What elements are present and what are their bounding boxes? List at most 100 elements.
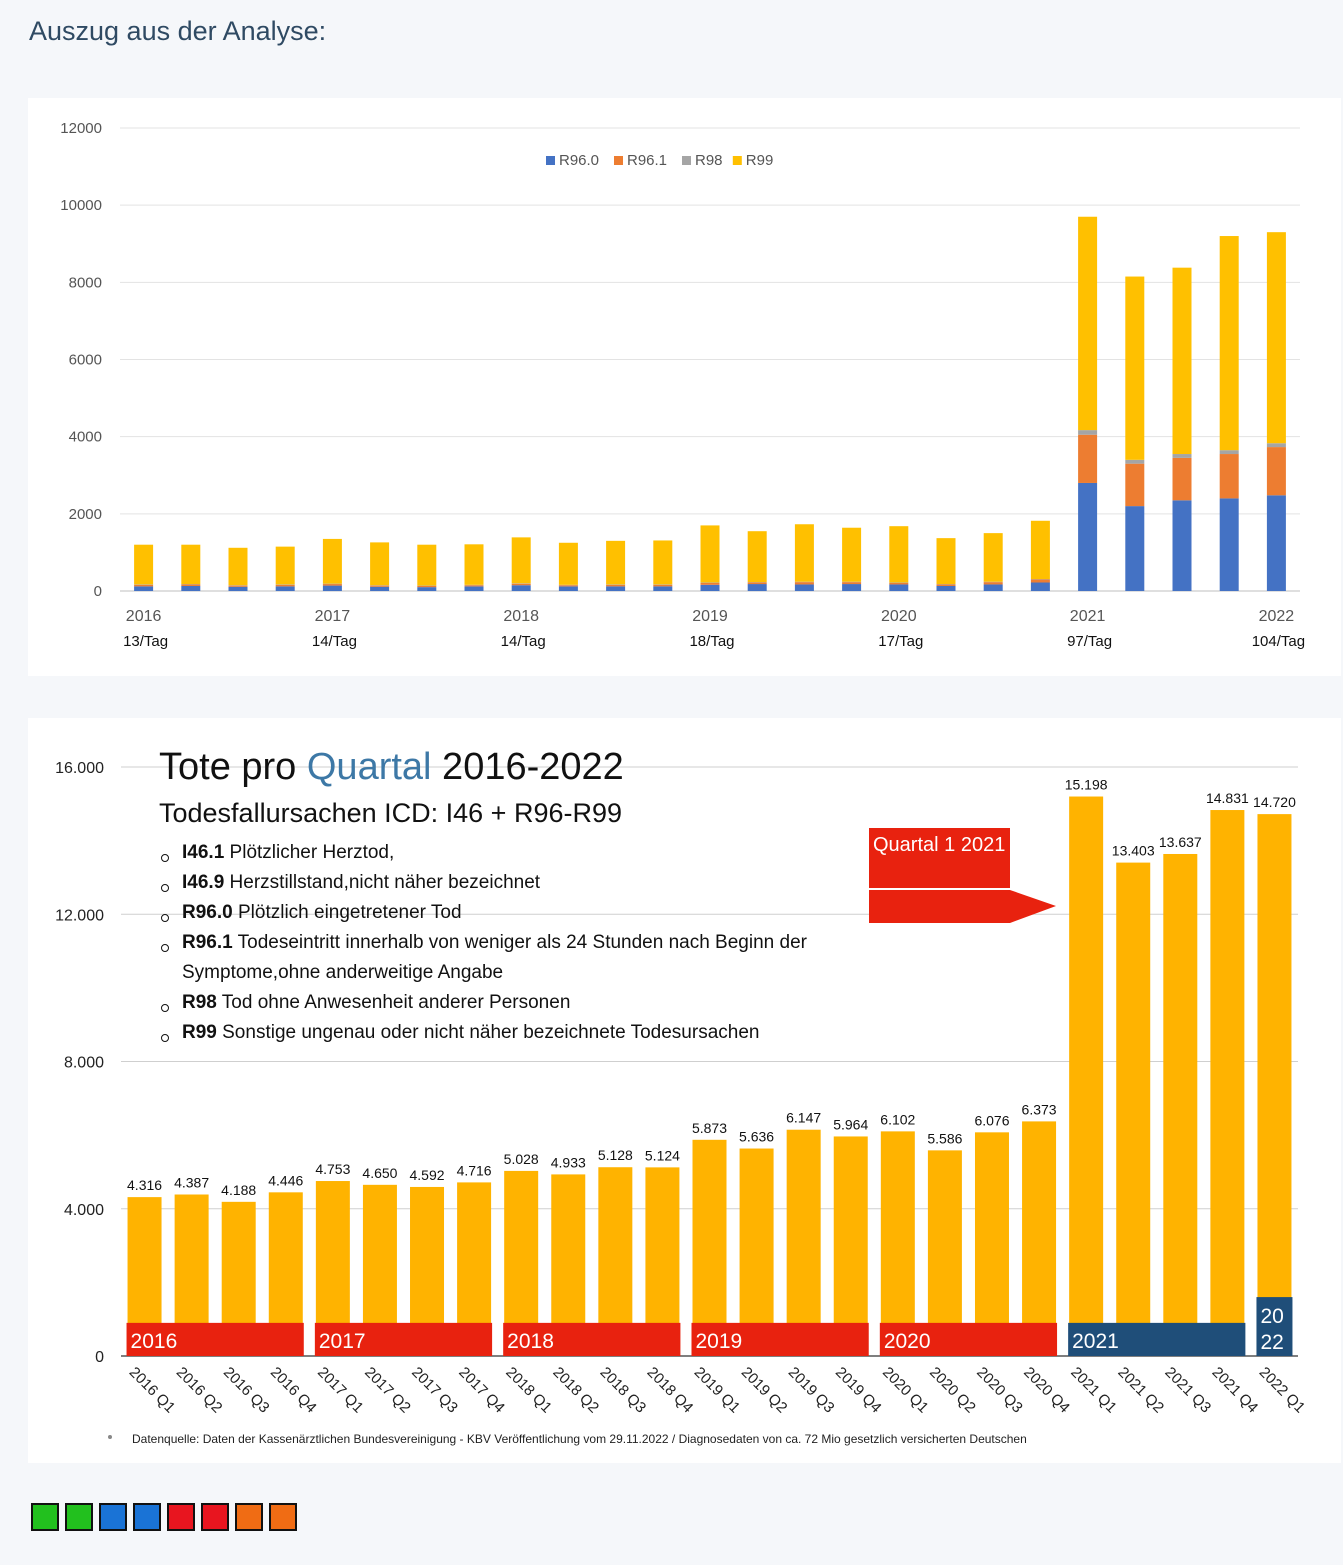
y-tick-label: 16.000 — [55, 760, 104, 777]
x-tick-label: 2018 Q3 — [597, 1364, 650, 1417]
bar — [1069, 796, 1104, 1356]
bar-value-label: 4.650 — [362, 1165, 397, 1181]
x-tick-sublabel: 13/Tag — [123, 633, 168, 650]
bar-segment-r98 — [1172, 454, 1192, 458]
bar-value-label: 6.102 — [880, 1111, 915, 1127]
x-tick-label: 2021 Q2 — [1114, 1364, 1167, 1417]
bar-segment-r96-0 — [417, 587, 437, 591]
x-tick-label: 2021 Q4 — [1209, 1364, 1262, 1417]
bar-segment-r96-1 — [1172, 457, 1192, 501]
bar — [692, 1139, 727, 1356]
bar-segment-r99 — [228, 547, 248, 586]
x-tick-label: 2017 Q1 — [314, 1364, 367, 1417]
y-tick-label: 10000 — [60, 197, 102, 214]
quartal-callout: Quartal 1 2021 — [869, 828, 1010, 888]
icd-code: R96.1 — [182, 932, 233, 953]
icd-code-item: I46.9 Herzstillstand,nicht näher bezeich… — [158, 868, 878, 898]
bar-value-label: 5.586 — [927, 1130, 962, 1146]
bar-segment-r99 — [275, 546, 295, 585]
year-band — [314, 1322, 493, 1356]
bar-segment-r99 — [134, 544, 154, 585]
year-band-label: 2017 — [319, 1330, 366, 1353]
bar-segment-r99 — [1030, 520, 1050, 580]
icd-code-item: R96.0 Plötzlich eingetretener Tod — [158, 898, 878, 928]
legend-label: R96.1 — [627, 152, 667, 169]
year-band-label: 20 — [1260, 1305, 1283, 1328]
bar-segment-r96-0 — [228, 586, 248, 591]
bar-value-label: 5.964 — [833, 1116, 868, 1132]
bar-segment-r96-1 — [842, 582, 862, 585]
bar — [1116, 862, 1151, 1356]
bar-segment-r99 — [606, 540, 626, 585]
bar-segment-r96-0 — [370, 586, 390, 591]
bar-segment-r96-1 — [700, 582, 720, 585]
bar-segment-r96-0 — [700, 584, 720, 591]
x-tick-label: 2016 Q1 — [126, 1364, 179, 1417]
bar — [880, 1131, 915, 1356]
x-tick-sublabel: 17/Tag — [878, 633, 923, 650]
y-tick-label: 6000 — [69, 352, 102, 369]
x-tick-label: 2021 Q3 — [1161, 1364, 1214, 1417]
x-tick-label: 2021 — [1070, 608, 1106, 625]
bar-segment-r96-1 — [1266, 447, 1286, 496]
bar — [1022, 1121, 1057, 1356]
icd-code-description: Plötzlicher Herztod, — [224, 842, 395, 863]
bar-segment-r99 — [747, 531, 767, 583]
bar-value-label: 4.387 — [174, 1175, 209, 1191]
bar-segment-r98 — [1078, 430, 1098, 435]
bar-segment-r96-0 — [653, 586, 673, 591]
bar-segment-r99 — [794, 524, 814, 582]
bar-segment-r99 — [983, 533, 1003, 582]
bar-segment-r96-0 — [889, 584, 909, 591]
icd-code-item: I46.1 Plötzlicher Herztod, — [158, 838, 878, 868]
bar-segment-r99 — [558, 542, 578, 585]
year-band — [691, 1322, 869, 1356]
color-swatch — [235, 1503, 263, 1531]
bar — [974, 1132, 1009, 1356]
color-swatch — [31, 1503, 59, 1531]
quarterly-bar-chart: 0 4.000 8.000 12.000 16.000 4.316 2016 Q1 4.387… — [55, 760, 1308, 1417]
icd-code-list: I46.1 Plötzlicher Herztod, I46.9 Herzstil… — [158, 838, 878, 1048]
stacked-bar-chart: 0 2000 4000 6000 8000 10000 12000 2016 13/Tag 201… — [60, 120, 1305, 650]
bar-segment-r99 — [1078, 216, 1098, 431]
bar-segment-r99 — [936, 538, 956, 585]
bar-segment-r96-0 — [1172, 500, 1192, 591]
year-band — [879, 1322, 1058, 1356]
bar-segment-r96-1 — [653, 584, 673, 587]
x-tick-label: 2018 Q4 — [644, 1364, 697, 1417]
x-tick-label: 2022 — [1259, 608, 1295, 625]
bar-segment-r96-0 — [134, 586, 154, 591]
bar-segment-r96-0 — [322, 585, 342, 591]
legend-swatch — [546, 156, 555, 165]
bar-segment-r96-1 — [1219, 454, 1239, 499]
bar-segment-r98 — [1219, 450, 1239, 455]
bar-segment-r96-0 — [1030, 582, 1050, 591]
x-tick-label: 2019 Q4 — [832, 1364, 885, 1417]
bar-value-label: 4.446 — [268, 1172, 303, 1188]
bar-value-label: 5.128 — [598, 1147, 633, 1163]
bar-segment-r99 — [181, 544, 201, 585]
bar-value-label: 4.188 — [221, 1182, 256, 1198]
legend-swatch — [614, 156, 623, 165]
icd-code-item: R96.1 Todeseintritt innerhalb von wenige… — [158, 928, 878, 988]
callout-arrow — [869, 890, 1056, 923]
bar-segment-r96-0 — [1078, 482, 1098, 591]
bar — [1257, 814, 1292, 1356]
x-tick-label: 2017 Q2 — [361, 1364, 414, 1417]
stacked-bar-chart-panel: 0 2000 4000 6000 8000 10000 12000 2016 13/Tag 201… — [28, 98, 1341, 676]
bar-segment-r96-1 — [134, 584, 154, 587]
x-tick-label: 2016 Q3 — [220, 1364, 273, 1417]
bar-segment-r98 — [1266, 443, 1286, 448]
bar-segment-r96-1 — [322, 584, 342, 586]
bar-segment-r99 — [1266, 232, 1286, 444]
bar-segment-r99 — [464, 544, 484, 585]
bar-value-label: 4.753 — [315, 1161, 350, 1177]
x-tick-label: 2018 Q2 — [549, 1364, 602, 1417]
x-tick-label: 2019 Q2 — [738, 1364, 791, 1417]
color-swatch — [201, 1503, 229, 1531]
year-band — [503, 1322, 681, 1356]
icd-code-item: R99 Sonstige ungenau oder nicht näher be… — [158, 1018, 878, 1048]
bar-value-label: 5.636 — [739, 1129, 774, 1145]
color-swatch — [99, 1503, 127, 1531]
bar-segment-r96-1 — [1030, 579, 1050, 583]
